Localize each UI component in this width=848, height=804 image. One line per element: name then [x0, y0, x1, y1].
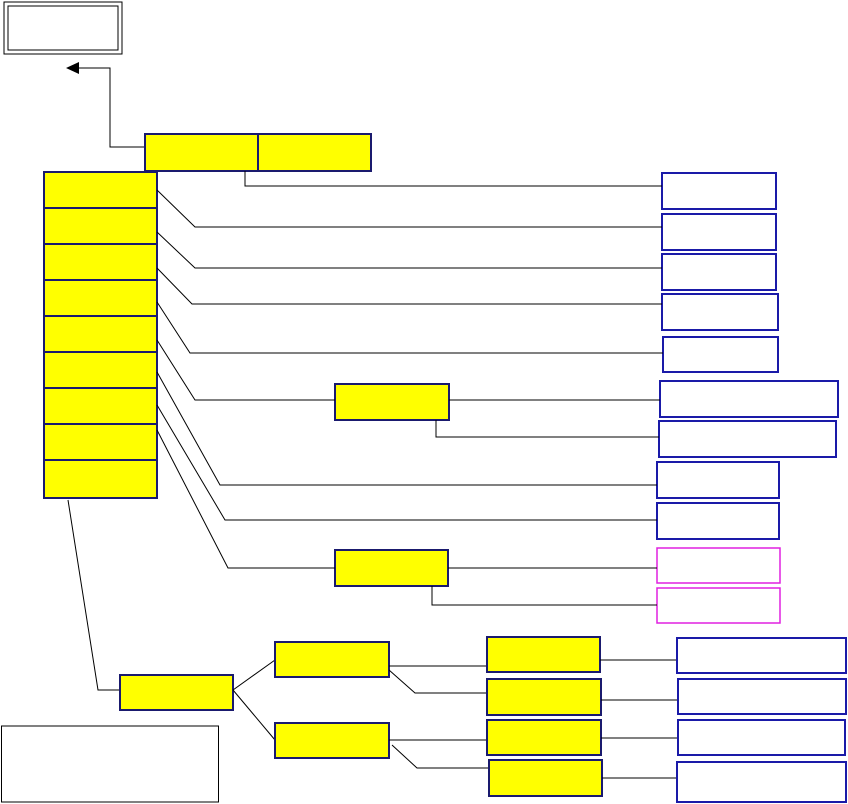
- leaf-box: [677, 678, 847, 715]
- connector: [156, 231, 662, 269]
- leaf-box: [659, 380, 839, 418]
- node-box: [43, 351, 158, 389]
- connector: [156, 339, 335, 401]
- connector: [156, 267, 662, 305]
- leaf-box: [658, 420, 837, 458]
- node-box: [43, 387, 158, 425]
- leaf-box: [656, 502, 780, 540]
- connector: [156, 301, 663, 354]
- leaf-box: [661, 253, 777, 291]
- node-box: [486, 636, 601, 673]
- node-box: [43, 423, 158, 461]
- connector: [388, 669, 487, 694]
- connector: [431, 586, 657, 606]
- node-box: [43, 243, 158, 281]
- leaf-box: [661, 213, 777, 251]
- left-column: [43, 171, 158, 499]
- bottom-tree: [67, 499, 847, 803]
- node-box: [488, 759, 603, 797]
- leaf-box: [656, 547, 781, 584]
- connector: [232, 659, 276, 691]
- connector: [156, 404, 657, 521]
- connectors: [156, 171, 663, 606]
- node-box: [334, 383, 450, 421]
- connector: [244, 171, 662, 187]
- connector: [67, 499, 120, 691]
- connector: [156, 189, 662, 228]
- note-box: [1, 725, 219, 803]
- leaf-box: [662, 336, 779, 373]
- node-box: [486, 678, 602, 716]
- node-box: [119, 674, 234, 711]
- node-box: [274, 722, 390, 759]
- node-box: [43, 207, 158, 245]
- leaf-box: [656, 587, 781, 624]
- leaf-box: [677, 719, 846, 756]
- node-box: [43, 279, 158, 317]
- node-box: [43, 315, 158, 353]
- root-box-outer: [3, 1, 123, 55]
- node-box: [43, 171, 158, 209]
- node-box: [486, 719, 602, 756]
- connector: [435, 420, 659, 438]
- leaf-box: [676, 637, 847, 674]
- header-box: [144, 133, 259, 172]
- right-column: [656, 172, 839, 624]
- connector: [78, 67, 145, 148]
- connector: [156, 371, 657, 486]
- header-box: [257, 133, 372, 172]
- node-box: [274, 641, 390, 678]
- leaf-box: [661, 172, 777, 210]
- leaf-box: [661, 293, 779, 331]
- connector: [391, 744, 489, 769]
- leaf-box: [676, 761, 847, 803]
- node-box: [334, 549, 449, 587]
- node-box: [43, 459, 158, 499]
- connector: [232, 689, 276, 741]
- root-box-inner: [7, 5, 119, 51]
- leaf-box: [656, 461, 780, 499]
- connector: [156, 429, 335, 569]
- arrowhead: [66, 62, 79, 74]
